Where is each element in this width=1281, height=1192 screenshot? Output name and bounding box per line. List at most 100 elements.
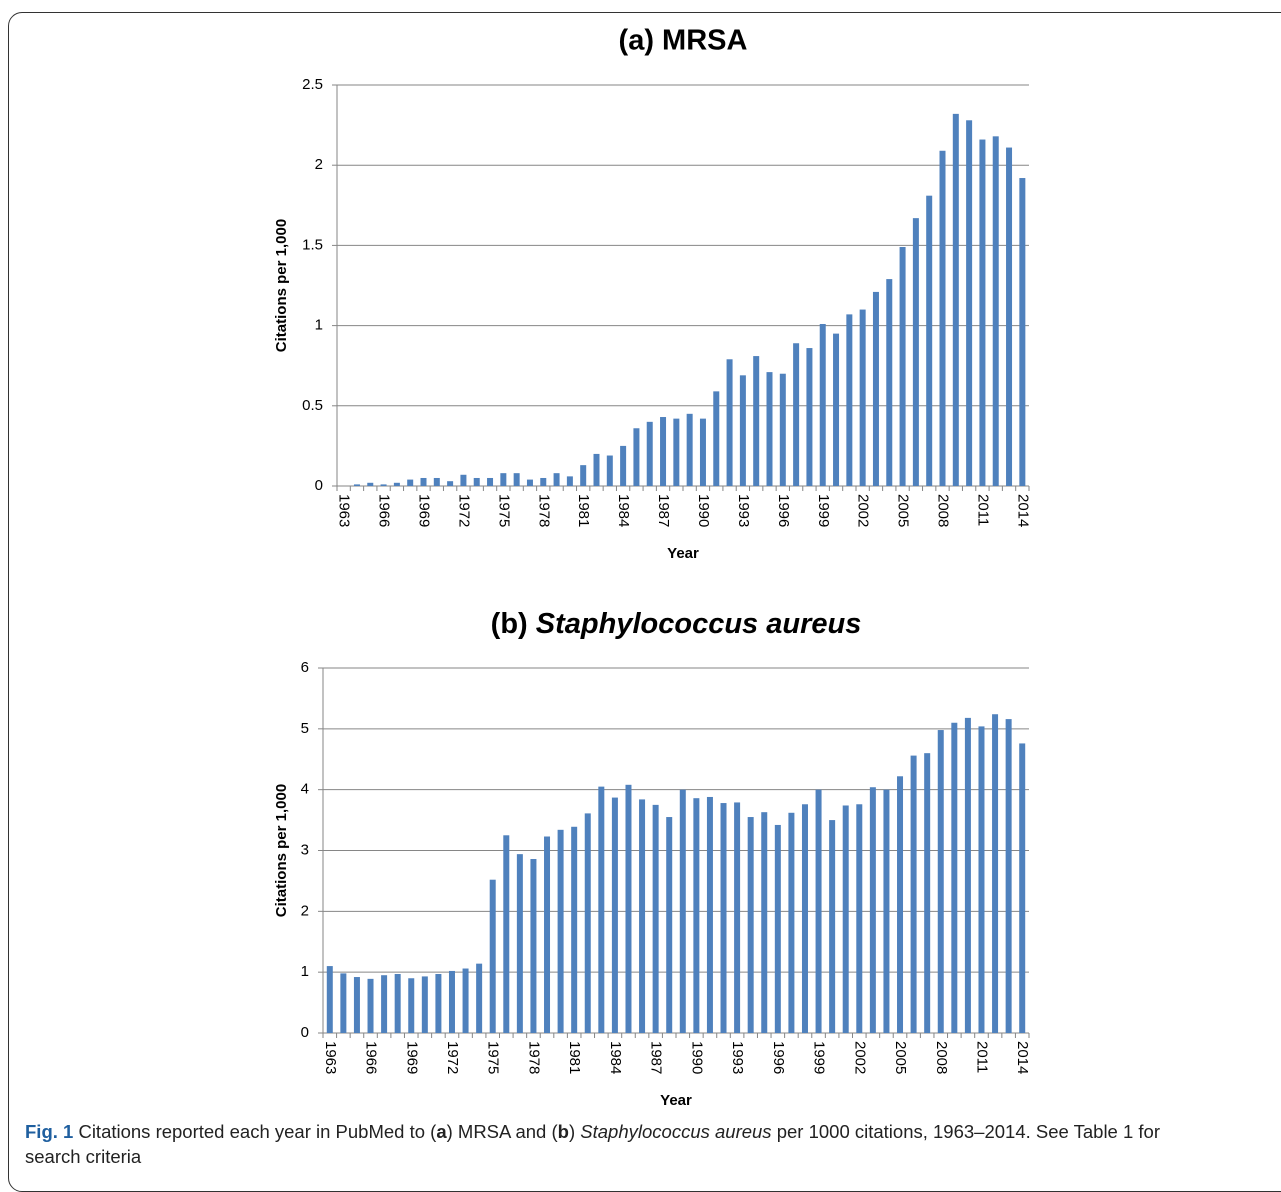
bar [910, 755, 917, 1033]
bar [435, 973, 442, 1033]
x-tick-label: 1987 [648, 1041, 665, 1074]
bar [979, 139, 986, 486]
bar [833, 333, 840, 486]
bar [516, 854, 523, 1033]
y-tick-label: 5 [301, 720, 309, 737]
bar [326, 966, 333, 1033]
x-tick-label: 1978 [535, 494, 552, 527]
x-tick-label: 2002 [851, 1041, 868, 1074]
bar [433, 477, 440, 486]
x-tick-label: 1969 [403, 1041, 420, 1074]
x-tick-label: 1981 [575, 494, 592, 527]
caption-part: Fig. 1 [25, 1121, 74, 1142]
bar [739, 375, 746, 486]
figure: (a) MRSA 0 0.5 1 1.5 2 2.5 1963 1966 1969 1972 1975… [273, 25, 1031, 1109]
bar [899, 247, 906, 486]
y-axis-label: Citations per 1,000 [273, 784, 290, 917]
x-tick-label: 1969 [416, 494, 433, 527]
y-tick-label: 1.5 [302, 236, 323, 253]
bar [801, 804, 808, 1033]
bar [557, 829, 564, 1033]
y-tick-label: 2.5 [302, 76, 323, 93]
x-tick-label: 1966 [376, 494, 393, 527]
bar [421, 976, 428, 1033]
bar [734, 802, 741, 1033]
bar [380, 484, 387, 486]
bar [340, 973, 347, 1033]
bar [625, 784, 632, 1033]
x-tick-label: 1990 [695, 494, 712, 527]
bar [846, 314, 853, 486]
y-tick-label: 3 [301, 841, 309, 858]
x-tick-label: 1993 [735, 494, 752, 527]
bar [673, 418, 680, 486]
bar [487, 477, 494, 486]
x-tick-label: 1978 [525, 1041, 542, 1074]
caption-part: ) [568, 1121, 581, 1142]
bar [897, 776, 904, 1033]
bar [992, 136, 999, 486]
bar [420, 477, 427, 486]
bar [912, 218, 919, 486]
bar [720, 803, 727, 1033]
bar [766, 372, 773, 486]
x-tick-label: 2014 [1014, 1041, 1031, 1074]
bar [964, 717, 971, 1033]
x-tick-label: 2014 [1014, 494, 1031, 527]
bar [747, 817, 754, 1033]
bar [620, 445, 627, 486]
x-tick-label: 2002 [855, 494, 872, 527]
chart-title: (b) Staphylococcus aureus [491, 608, 862, 640]
bar [856, 804, 863, 1033]
bar [503, 835, 510, 1033]
bar [394, 973, 401, 1033]
x-tick-label: 1984 [615, 494, 632, 527]
x-tick-label: 1972 [444, 1041, 461, 1074]
bar [774, 824, 781, 1033]
bar [806, 348, 813, 486]
bar [883, 789, 890, 1033]
bar [829, 820, 836, 1033]
bar [593, 453, 600, 486]
bar [540, 477, 547, 486]
bar [353, 977, 360, 1033]
caption-part: a [436, 1121, 447, 1142]
bar [1006, 147, 1013, 486]
bar [598, 786, 605, 1033]
y-tick-label: 2 [315, 156, 323, 173]
bar [939, 150, 946, 486]
bar [408, 978, 415, 1033]
bar [476, 963, 483, 1033]
bar [926, 195, 933, 486]
x-tick-label: 1963 [322, 1041, 339, 1074]
bar [448, 970, 455, 1033]
bar [842, 805, 849, 1033]
bar [544, 836, 551, 1033]
x-tick-label: 1966 [363, 1041, 380, 1074]
bar [353, 484, 360, 486]
y-tick-label: 6 [301, 659, 309, 676]
bar [530, 859, 537, 1033]
x-tick-label: 2008 [933, 1041, 950, 1074]
bar [571, 826, 578, 1033]
bar [1005, 719, 1012, 1033]
bar [553, 473, 560, 486]
bar [793, 343, 800, 486]
x-tick-label: 2005 [895, 494, 912, 527]
x-axis-label: Year [660, 1092, 692, 1109]
bar [646, 421, 653, 486]
bar [966, 120, 973, 487]
bar [1019, 743, 1026, 1033]
bar [686, 413, 693, 486]
bar [566, 476, 573, 486]
bar [473, 477, 480, 486]
bar [761, 812, 768, 1033]
bar [753, 356, 760, 486]
bar [815, 789, 822, 1033]
bar [859, 309, 866, 486]
bar [699, 418, 706, 486]
bar [462, 968, 469, 1033]
bar [393, 482, 400, 486]
bar [819, 323, 826, 486]
